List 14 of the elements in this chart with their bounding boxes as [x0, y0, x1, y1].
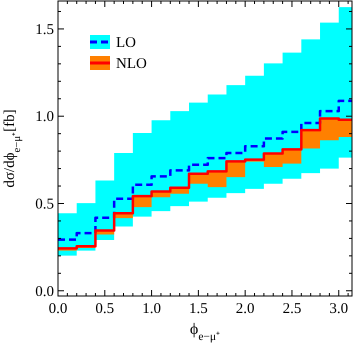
x-tick-label: 1.5 [189, 301, 208, 317]
legend-label: LO [116, 35, 136, 51]
y-tick-label: 0.5 [35, 196, 54, 212]
y-tick-label: 0.0 [35, 284, 54, 300]
x-tick-label: 0.5 [95, 301, 114, 317]
x-axis-title: ϕ$_{e−μ⁺}$ [190, 321, 220, 343]
legend-label: NLO [116, 56, 147, 72]
y-tick-label: 1.5 [35, 22, 54, 38]
x-tick-label: 2.5 [282, 301, 302, 317]
x-tick-label: 0.0 [48, 301, 68, 317]
x-tick-label: 3.0 [329, 301, 348, 317]
y-tick-label: 1.0 [35, 109, 54, 126]
x-tick-label: 1.0 [142, 301, 161, 317]
x-tick-label: 2.0 [236, 301, 255, 317]
